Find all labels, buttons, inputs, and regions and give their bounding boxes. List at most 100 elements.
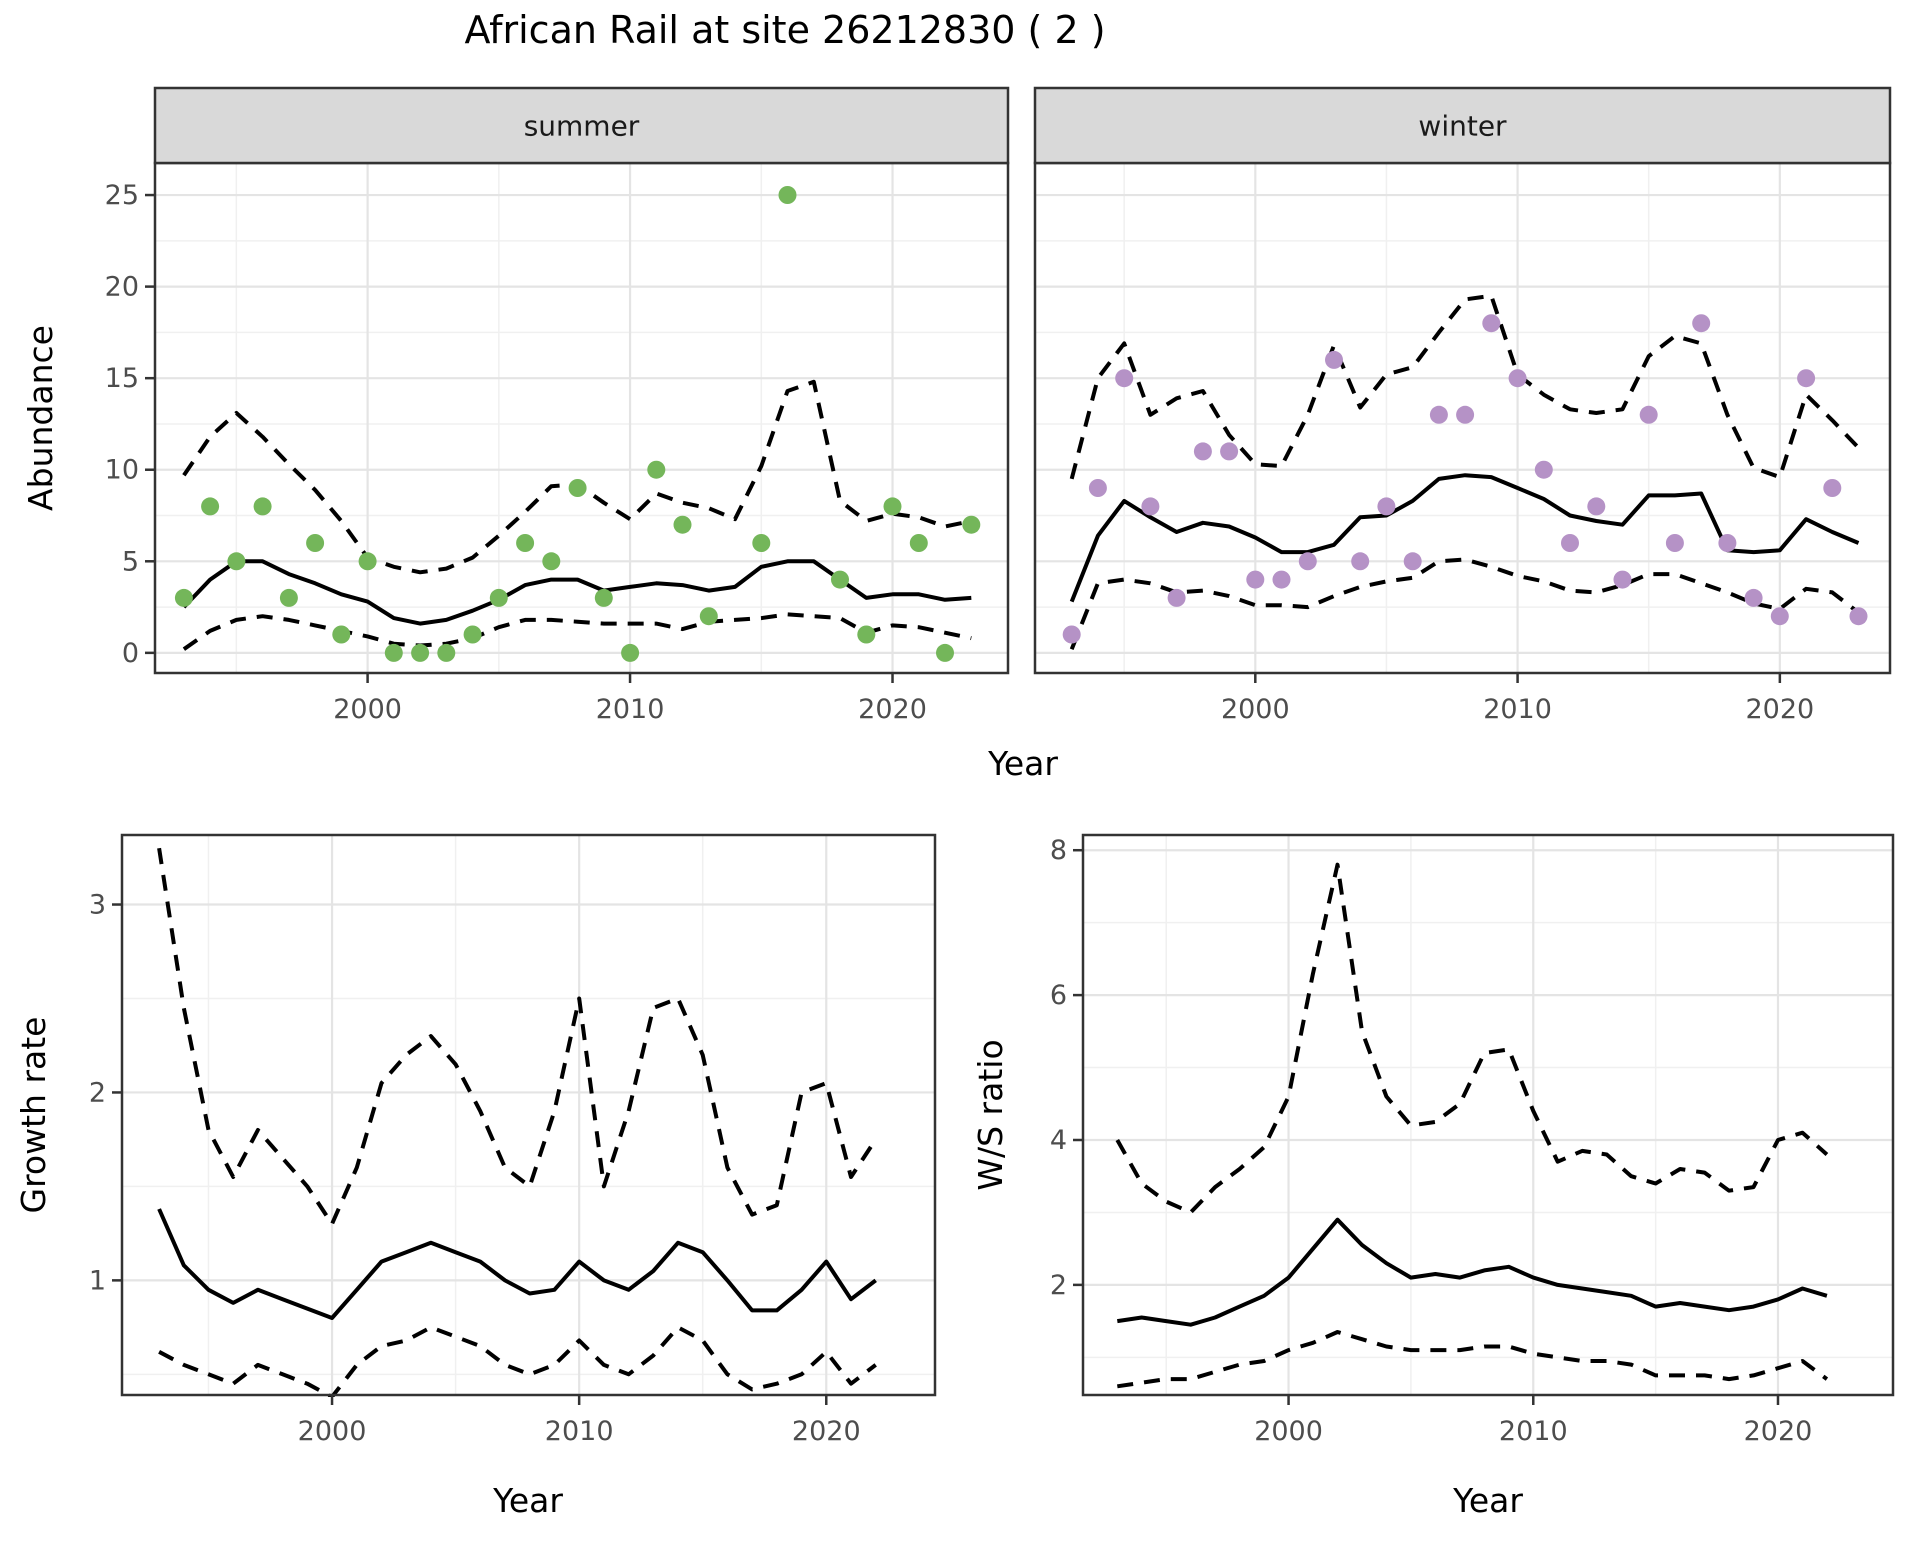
- data-point: [936, 643, 954, 662]
- axis-ticks: 2000 2010 2020: [1221, 673, 1814, 725]
- data-point: [542, 552, 561, 571]
- y-axis-title-abundance: Abundance: [21, 325, 60, 511]
- lower-ci-line: [1117, 1330, 1829, 1389]
- data-point: [1351, 552, 1370, 571]
- x-tick-label: 2020: [792, 1416, 861, 1447]
- data-point: [1403, 552, 1422, 571]
- data-point: [1115, 369, 1134, 388]
- data-point: [1088, 479, 1107, 497]
- series-group: [157, 847, 878, 1397]
- data-point: [1561, 534, 1579, 552]
- upper-ci-line: [1115, 862, 1829, 1215]
- x-tick-label: 2000: [1254, 1416, 1323, 1447]
- data-point: [673, 515, 692, 534]
- y-tick-label: 3: [89, 890, 106, 921]
- data-point: [1823, 479, 1842, 497]
- facet-label-summer: summer: [524, 110, 640, 143]
- x-tick-label: 2000: [1221, 694, 1290, 725]
- x-tick-label: 2010: [545, 1416, 614, 1447]
- data-point: [1665, 534, 1684, 552]
- y-tick-label: 4: [1050, 1125, 1067, 1156]
- data-point: [1692, 314, 1711, 333]
- series-group: [174, 186, 981, 662]
- y-tick-label: 15: [105, 363, 139, 394]
- y-tick-label: 2: [89, 1077, 106, 1108]
- panel-ws: 2000 2010 2020 2 4 6 8: [1050, 833, 1895, 1447]
- x-axis-title-top: Year: [987, 744, 1058, 783]
- data-point: [306, 534, 325, 552]
- data-point: [778, 186, 797, 204]
- data-point: [647, 460, 666, 479]
- data-point: [201, 497, 220, 516]
- gridlines: [1083, 835, 1893, 1395]
- data-point: [831, 570, 849, 589]
- data-point: [1797, 369, 1816, 388]
- data-point: [1508, 369, 1527, 388]
- data-point: [1482, 314, 1501, 333]
- x-tick-label: 2020: [1744, 1416, 1813, 1447]
- chart-title: African Rail at site 26212830 ( 2 ): [464, 8, 1106, 52]
- data-point: [489, 588, 508, 607]
- series-group: [1115, 862, 1829, 1389]
- data-point: [1141, 497, 1160, 516]
- data-point: [1193, 442, 1212, 461]
- facet-label-winter: winter: [1418, 110, 1507, 143]
- x-tick-label: 2010: [596, 694, 665, 725]
- x-tick-label: 2010: [1483, 694, 1552, 725]
- data-point: [699, 607, 718, 626]
- data-point: [1639, 405, 1658, 424]
- data-point: [332, 625, 351, 644]
- y-tick-label: 1: [89, 1265, 106, 1296]
- data-point: [1272, 570, 1291, 589]
- data-point: [568, 479, 587, 497]
- points-summer: [174, 186, 981, 662]
- data-point: [1849, 607, 1868, 626]
- axis-ticks: 2000 2010 2020 1 2 3: [89, 890, 861, 1447]
- data-point: [1429, 405, 1448, 424]
- panel-growth: 2000 2010 2020 1 2 3: [89, 833, 937, 1447]
- upper-ci-line: [157, 847, 878, 1226]
- data-point: [1167, 588, 1186, 607]
- lower-ci-line: [158, 1325, 877, 1397]
- x-axis-title-ws: Year: [1452, 1481, 1523, 1520]
- data-point: [1718, 534, 1737, 552]
- data-point: [358, 552, 377, 571]
- data-point: [411, 643, 430, 662]
- data-point: [1220, 442, 1239, 461]
- panel-border: [1081, 833, 1895, 1397]
- data-point: [1587, 497, 1606, 516]
- panel-border: [120, 833, 937, 1397]
- data-point: [857, 625, 876, 644]
- series-group: [1062, 293, 1868, 650]
- data-point: [437, 643, 456, 662]
- data-point: [279, 588, 298, 607]
- data-point: [1298, 552, 1317, 571]
- data-point: [516, 534, 535, 552]
- data-point: [909, 534, 928, 552]
- panel-background: [1083, 835, 1893, 1395]
- y-axis-title-growth-rate: Growth rate: [14, 1017, 53, 1214]
- facet-strip: [1033, 86, 1892, 165]
- data-point: [621, 643, 640, 662]
- x-tick-label: 2020: [858, 694, 927, 725]
- lower-ci-line: [182, 612, 972, 651]
- panel-background: [122, 835, 935, 1395]
- data-point: [594, 588, 613, 607]
- data-point: [227, 552, 246, 571]
- gridlines: [155, 163, 1008, 673]
- x-axis-title-growth: Year: [492, 1481, 563, 1520]
- y-tick-label: 0: [122, 638, 139, 669]
- gridlines: [122, 835, 935, 1395]
- mean-line: [1117, 1217, 1828, 1327]
- gridlines: [1035, 163, 1890, 673]
- y-tick-label: 5: [122, 546, 139, 577]
- panel-background: [155, 163, 1008, 673]
- points-winter: [1062, 314, 1868, 644]
- data-point: [1770, 607, 1789, 626]
- y-tick-label: 25: [105, 180, 139, 211]
- y-tick-label: 20: [105, 272, 139, 303]
- facet-strip: [153, 86, 1010, 165]
- y-axis-title-ws-ratio: W/S ratio: [971, 1039, 1010, 1190]
